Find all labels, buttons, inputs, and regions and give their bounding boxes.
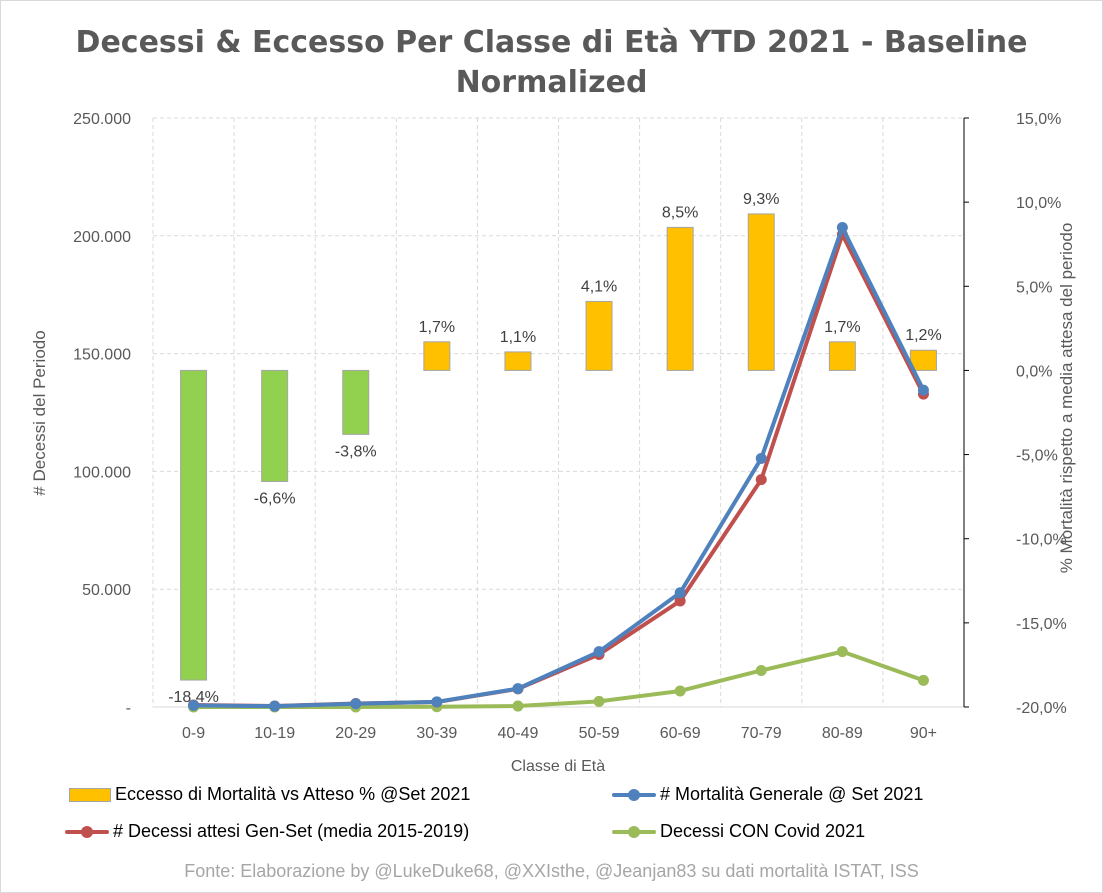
right-tick-label: -15,0% (1016, 616, 1067, 633)
bar (828, 341, 856, 371)
bar-data-label: 1,7% (419, 319, 455, 336)
series-point (512, 700, 524, 712)
legend-label-covid: Decessi CON Covid 2021 (660, 821, 866, 841)
right-tick-label: -10,0% (1016, 532, 1067, 549)
bar-data-label: 8,5% (662, 204, 698, 221)
series-point (674, 587, 686, 599)
legend-swatch-excess (69, 787, 111, 802)
bar-data-label: 1,7% (824, 319, 860, 336)
left-tick-label: 250.000 (73, 111, 131, 128)
left-axis-title: # Decessi del Periodo (30, 330, 49, 495)
x-axis-title: Classe di Età (511, 758, 605, 775)
legend-item-excess: Eccesso di Mortalità vs Atteso % @Set 20… (69, 784, 470, 805)
bar-data-label: -3,8% (335, 443, 377, 460)
right-tick-label: -20,0% (1016, 700, 1067, 717)
series-line (191, 225, 926, 709)
x-tick-label: 70-79 (741, 725, 782, 742)
series-point (917, 384, 929, 396)
chart-title-line-2: Normalized (455, 65, 648, 100)
legend-swatch-general (612, 788, 656, 801)
legend-label-excess: Eccesso di Mortalità vs Atteso % @Set 20… (115, 784, 471, 804)
series-point (755, 452, 767, 464)
right-axis-title: % Mortalità rispetto a media attesa del … (1057, 223, 1076, 574)
series-point (350, 698, 362, 710)
series-point (674, 595, 686, 607)
legend-item-general: # Mortalità Generale @ Set 2021 (612, 784, 923, 805)
series-point (836, 646, 848, 658)
series-point (755, 474, 767, 486)
series-point (836, 222, 848, 234)
legend-swatch-expected (65, 825, 109, 838)
x-tick-label: 0-9 (182, 725, 205, 742)
x-tick-label: 30-39 (416, 725, 457, 742)
left-tick-label: - (126, 700, 131, 717)
left-tick-label: 200.000 (73, 229, 131, 246)
x-tick-label: 60-69 (660, 725, 701, 742)
series-point (674, 685, 686, 697)
bar (585, 300, 613, 371)
bar-data-label: -6,6% (254, 490, 296, 507)
right-tick-label: 15,0% (1016, 111, 1061, 128)
bar (261, 369, 289, 482)
legend-label-general: # Mortalità Generale @ Set 2021 (660, 784, 924, 804)
series-point (755, 664, 767, 676)
series-point (917, 674, 929, 686)
bar (342, 369, 370, 435)
x-tick-label: 10-19 (254, 725, 295, 742)
bar-data-label: 1,1% (500, 329, 536, 346)
left-tick-label: 100.000 (73, 464, 131, 481)
source-note: Fonte: Elaborazione by @LukeDuke68, @XXI… (184, 861, 919, 881)
bar (666, 226, 694, 371)
right-tick-label: 0,0% (1016, 363, 1052, 380)
left-tick-label: 50.000 (82, 582, 131, 599)
bar (180, 369, 208, 681)
x-tick-label: 90+ (910, 725, 937, 742)
chart-title: Decessi & Eccesso Per Classe di Età YTD … (1, 23, 1102, 103)
right-tick-label: 10,0% (1016, 195, 1061, 212)
series-line (191, 649, 926, 709)
series-point (269, 700, 281, 712)
bar-data-label: 4,1% (581, 278, 617, 295)
series-point (512, 683, 524, 695)
legend-label-expected: # Decessi attesi Gen-Set (media 2015-201… (113, 821, 470, 841)
bar-data-label: -18,4% (168, 689, 219, 706)
x-tick-label: 20-29 (335, 725, 376, 742)
series-point (593, 695, 605, 707)
legend-item-covid: Decessi CON Covid 2021 (612, 821, 865, 842)
bar-data-label: 9,3% (743, 191, 779, 208)
bar (504, 351, 532, 371)
chart-title-line-1: Decessi & Eccesso Per Classe di Età YTD … (75, 25, 1028, 60)
bar (423, 341, 451, 371)
series-point (431, 696, 443, 708)
x-tick-label: 40-49 (497, 725, 538, 742)
left-tick-label: 150.000 (73, 347, 131, 364)
series-point (188, 699, 200, 711)
bar-data-label: 1,2% (905, 327, 941, 344)
series-point (593, 646, 605, 658)
right-tick-label: 5,0% (1016, 279, 1052, 296)
right-tick-label: -5,0% (1016, 448, 1058, 465)
legend-item-expected: # Decessi attesi Gen-Set (media 2015-201… (65, 821, 469, 842)
bar (747, 213, 775, 371)
legend-swatch-covid (612, 825, 656, 838)
x-tick-label: 80-89 (822, 725, 863, 742)
x-tick-label: 50-59 (579, 725, 620, 742)
